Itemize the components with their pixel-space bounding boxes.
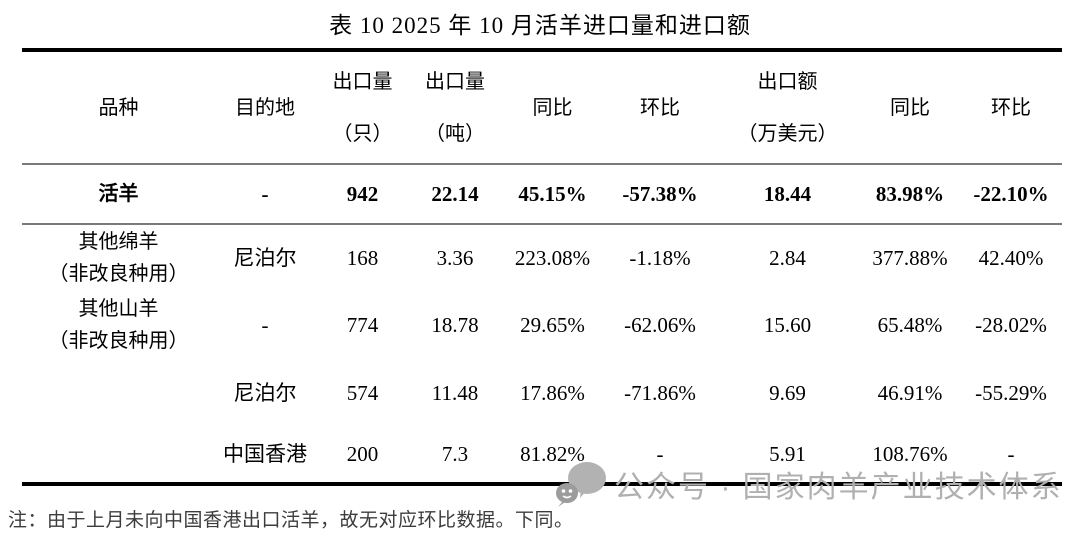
table-cell: [22, 426, 215, 484]
column-header-export-value: 出口额 （万美元）: [737, 70, 838, 145]
table-row-goats-nepal: 尼泊尔 574 11.48 17.86% -71.86% 9.69 46.91%…: [22, 360, 1062, 426]
column-header-destination: 目的地: [235, 96, 295, 119]
column-header-yoy-volume: 同比: [532, 96, 573, 119]
table-cell: 活羊: [98, 183, 139, 205]
table-cell: 3.36: [436, 245, 474, 270]
table-cell: [22, 360, 215, 426]
column-header-variety: 品种: [98, 96, 139, 119]
table-cell: 29.65%: [520, 313, 585, 337]
table-cell: -: [1007, 442, 1015, 466]
table-cell: 7.3: [441, 442, 469, 466]
table-cell: -: [261, 182, 269, 206]
table-cell: 尼泊尔: [233, 381, 297, 405]
table-row-other-sheep-nepal: 其他绵羊 （非改良种用） 尼泊尔 168 3.36 223.08% -1.18%…: [22, 224, 1062, 290]
table-cell: -71.86%: [624, 381, 696, 405]
table-row-live-sheep-total: 活羊 - 942 22.14 45.15% -57.38% 18.44 83.9…: [22, 164, 1062, 224]
table-cell: 其他山羊 （非改良种用）: [48, 298, 189, 352]
column-header-export-volume-tons: 出口量 （吨）: [425, 70, 485, 145]
table-cell: 200: [346, 442, 379, 466]
column-header-mom-volume: 环比: [640, 96, 680, 119]
table-cell: 22.14: [431, 182, 479, 206]
table-cell: 574: [346, 381, 379, 405]
table-cell: -22.10%: [973, 182, 1049, 206]
table-cell: 942: [346, 182, 379, 206]
column-header-mom-value: 环比: [991, 96, 1031, 119]
header-row: 品种 目的地 出口量 （只） 出口量 （吨） 同比 环比 出口额 （万美元） 同…: [22, 50, 1062, 164]
footnote: 注：由于上月未向中国香港出口活羊，故无对应环比数据。下同。: [8, 510, 574, 531]
table-row-other-goats-total: 其他山羊 （非改良种用） - 774 18.78 29.65% -62.06% …: [22, 290, 1062, 360]
table-cell: -55.29%: [975, 381, 1047, 405]
table-cell: -: [656, 442, 664, 466]
table-cell: 18.78: [431, 313, 479, 337]
table-cell: 46.91%: [877, 381, 943, 405]
table-cell: 168: [346, 245, 379, 270]
table-cell: -62.06%: [624, 313, 696, 337]
table-cell: 223.08%: [514, 245, 591, 270]
table-cell: 其他绵羊 （非改良种用）: [48, 230, 189, 285]
table-title: 表 10 2025 年 10 月活羊进口量和进口额: [329, 13, 751, 38]
table-cell: 45.15%: [518, 182, 587, 206]
column-header-yoy-value: 同比: [890, 96, 930, 119]
table-cell: 377.88%: [872, 245, 948, 270]
table-cell: -28.02%: [975, 313, 1047, 337]
table-cell: 65.48%: [877, 313, 943, 337]
table-row-goats-hongkong: 中国香港 200 7.3 81.82% - 5.91 108.76% -: [22, 426, 1062, 484]
table-cell: 尼泊尔: [233, 245, 297, 270]
table-cell: 18.44: [763, 182, 812, 206]
table-cell: 5.91: [769, 442, 806, 466]
table-cell: 11.48: [431, 381, 479, 405]
table-cell: 17.86%: [520, 381, 585, 405]
column-header-export-volume-heads: 出口量 （只）: [332, 70, 393, 145]
table-cell: 中国香港: [223, 442, 307, 466]
table-cell: 9.69: [769, 381, 806, 405]
table-cell: -: [261, 313, 269, 337]
table-cell: 81.82%: [520, 442, 585, 466]
table-cell: 108.76%: [872, 442, 948, 466]
table-cell: 15.60: [763, 313, 812, 337]
table-cell: 83.98%: [875, 182, 945, 206]
table-cell: 42.40%: [978, 245, 1044, 270]
table-cell: -1.18%: [629, 245, 691, 270]
data-table: 品种 目的地 出口量 （只） 出口量 （吨） 同比 环比 出口额 （万美元） 同…: [22, 48, 1062, 486]
table-cell: -57.38%: [622, 182, 698, 206]
table-cell: 2.84: [769, 245, 806, 270]
table-cell: 774: [346, 313, 379, 337]
